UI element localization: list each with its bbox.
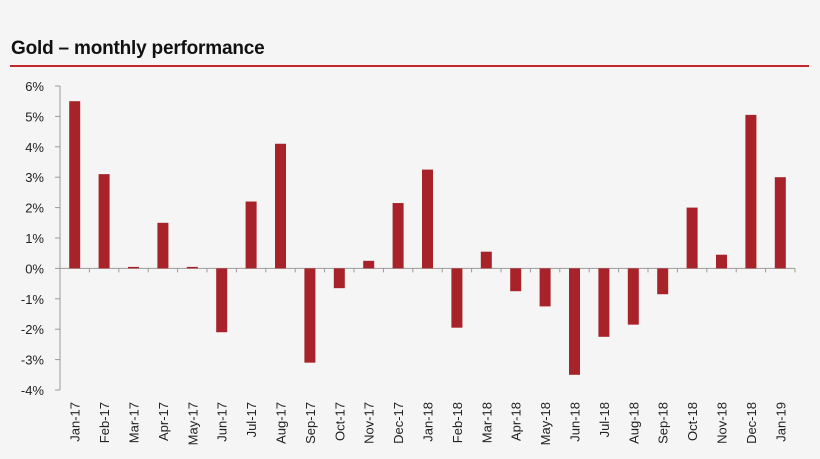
x-tick-label: Jan-18 (421, 402, 436, 442)
x-tick-label: Sep-17 (303, 402, 318, 444)
x-tick-labels: Jan-17 Feb-17 Mar-17 Apr-17 May-17 Jun-17 Jul-… (68, 402, 789, 445)
x-tick-label: Jul-17 (244, 402, 259, 437)
x-tick-label: Feb-17 (97, 402, 112, 443)
x-tick-label: Dec-18 (744, 402, 759, 444)
bar-Aug-17 (275, 143, 286, 269)
y-tick-label: 6% (25, 79, 44, 94)
bar-Feb-18 (451, 268, 463, 328)
x-tick-label: Dec-17 (391, 402, 406, 444)
x-tick-label: Jan-19 (773, 402, 788, 442)
y-tick-label: 0% (25, 261, 44, 276)
x-tick-label: Apr-17 (156, 402, 171, 441)
x-tick-label: Nov-18 (715, 402, 730, 444)
bar-Apr-17 (157, 222, 169, 269)
bar-May-18 (539, 268, 551, 307)
x-tick-label: May-17 (185, 402, 200, 445)
x-tick-label: Jun-18 (568, 402, 583, 442)
x-tick-label: Mar-17 (127, 402, 142, 443)
bar-Oct-18 (686, 207, 698, 269)
x-tick-label: Apr-18 (509, 402, 524, 441)
x-tick-label: Jun-17 (215, 402, 230, 442)
bar-Apr-18 (510, 268, 522, 292)
bar-Jul-17 (245, 201, 257, 269)
bar-Oct-17 (333, 268, 345, 289)
bar-Feb-17 (98, 174, 110, 269)
bar-Jul-18 (598, 268, 610, 337)
bar-Jun-18 (569, 268, 580, 375)
bar-Jun-17 (216, 268, 228, 333)
bar-Sep-18 (657, 268, 669, 295)
bar-Jan-17 (69, 101, 81, 269)
bar-Mar-18 (480, 251, 492, 269)
x-tick-label: Aug-18 (626, 402, 641, 444)
bar-Nov-18 (716, 254, 727, 269)
bar-May-17 (186, 266, 198, 269)
title-rule (10, 65, 809, 67)
y-tick-label: 1% (25, 231, 44, 246)
bars (69, 101, 786, 375)
x-tick-label: May-18 (538, 402, 553, 445)
bar-Dec-17 (392, 203, 404, 269)
y-tick-label: -2% (21, 322, 45, 337)
y-tick-label: -4% (21, 383, 45, 398)
chart-title: Gold – monthly performance (11, 38, 265, 59)
x-tick-label: Nov-17 (362, 402, 377, 444)
x-tick-label: Jan-17 (68, 402, 83, 442)
y-tick-labels: 6% 5% 4% 3% 2% 1% 0% -1% -2% -3% -4% (21, 79, 45, 398)
bar-Jan-19 (774, 177, 786, 269)
bar-Jan-18 (422, 169, 433, 269)
x-tick-label: Aug-17 (274, 402, 289, 444)
y-tick-label: 2% (25, 201, 44, 216)
bar-Dec-18 (745, 114, 757, 269)
bar-Sep-17 (304, 268, 316, 363)
x-tick-label: Mar-18 (479, 402, 494, 443)
y-tick-label: 5% (25, 109, 44, 124)
x-tick-label: Oct-17 (332, 402, 347, 441)
x-tick-label: Sep-18 (656, 402, 671, 444)
y-tick-label: -1% (21, 292, 45, 307)
x-tick-label: Oct-18 (685, 402, 700, 441)
y-tick-label: 4% (25, 140, 44, 155)
x-tick-label: Jul-18 (597, 402, 612, 437)
y-tick-label: -3% (21, 353, 45, 368)
bar-Mar-17 (128, 266, 139, 269)
bar-Nov-17 (363, 260, 375, 269)
bar-Aug-18 (627, 268, 639, 325)
x-tick-label: Feb-18 (450, 402, 465, 443)
y-tick-label: 3% (25, 170, 44, 185)
